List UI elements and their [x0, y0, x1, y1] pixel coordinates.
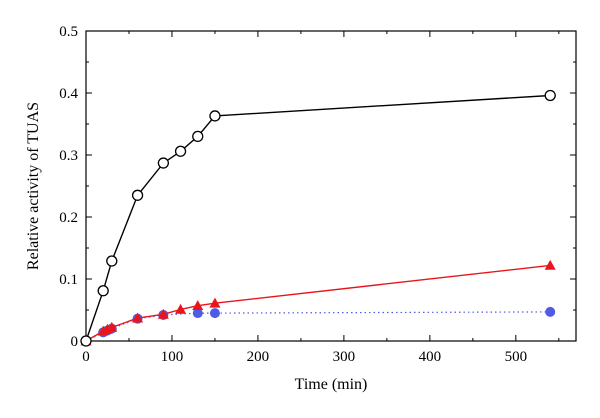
series-line — [85, 94, 551, 342]
y-tick-label: 0.2 — [59, 210, 78, 226]
data-point — [209, 297, 221, 308]
series-layer — [80, 89, 556, 347]
series-2 — [81, 306, 556, 346]
series-line — [85, 264, 551, 342]
data-point — [192, 130, 204, 143]
data-point — [545, 306, 556, 317]
y-tick-label: 0.5 — [59, 24, 78, 40]
data-point — [106, 321, 118, 332]
data-point — [80, 335, 92, 347]
data-point — [209, 110, 221, 122]
y-axis-ticks: 0 0.1 0.2 0.3 0.4 0.5 — [59, 24, 576, 350]
data-point — [106, 255, 118, 267]
data-point — [131, 189, 144, 201]
x-tick-label: 500 — [505, 349, 528, 365]
data-point — [192, 300, 204, 311]
x-tick-label: 400 — [419, 349, 442, 365]
y-tick-label: 0.3 — [59, 148, 78, 164]
plot-frame — [85, 30, 577, 342]
y-tick-label: 0 — [71, 334, 79, 350]
data-point — [209, 308, 220, 319]
series-line — [85, 311, 551, 342]
x-axis-label: Time (min) — [295, 376, 368, 393]
data-point — [192, 308, 203, 319]
data-point — [132, 312, 144, 323]
x-axis-ticks: 0 100 200 300 400 500 — [82, 31, 560, 365]
data-point — [544, 89, 556, 102]
x-tick-label: 200 — [247, 349, 270, 365]
data-point — [175, 303, 187, 314]
y-tick-label: 0.4 — [59, 86, 78, 102]
data-point — [157, 157, 170, 169]
x-tick-label: 100 — [161, 349, 184, 365]
y-tick-label: 0.1 — [59, 272, 78, 288]
data-point — [97, 285, 109, 297]
y-axis-label: Relative activity of TUAS — [25, 102, 42, 270]
series-1 — [80, 259, 556, 346]
x-tick-label: 0 — [82, 349, 90, 365]
data-point — [157, 308, 169, 319]
data-point — [174, 145, 187, 157]
series-0 — [80, 89, 556, 347]
data-point — [544, 259, 556, 270]
x-tick-label: 300 — [333, 349, 356, 365]
